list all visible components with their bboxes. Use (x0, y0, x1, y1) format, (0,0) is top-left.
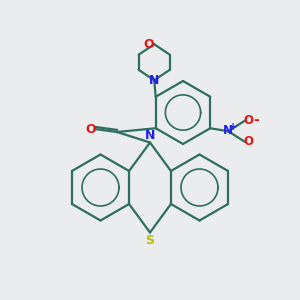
Text: -: - (253, 113, 259, 127)
Text: O: O (243, 114, 254, 127)
Text: N: N (223, 124, 233, 137)
Text: O: O (85, 122, 96, 136)
Text: N: N (145, 129, 155, 142)
Text: +: + (229, 122, 237, 132)
Text: N: N (149, 74, 159, 87)
Text: S: S (146, 234, 154, 247)
Text: O: O (243, 135, 254, 148)
Text: O: O (143, 38, 154, 51)
